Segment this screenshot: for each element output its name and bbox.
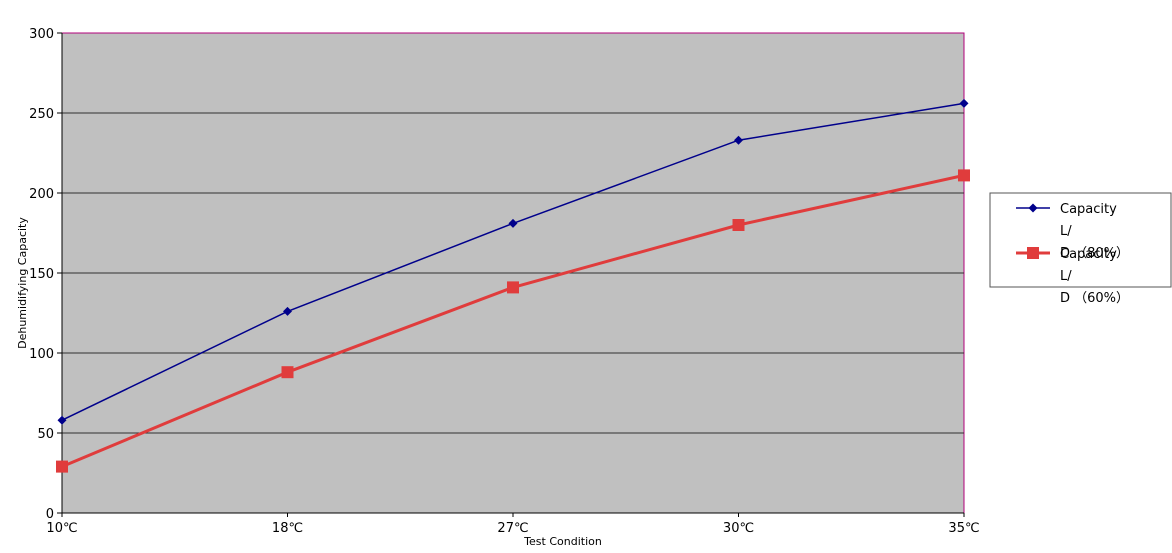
x-tick-label: 35℃ — [948, 521, 979, 536]
y-tick-label: 100 — [29, 347, 54, 362]
legend-label: Capacity — [1060, 202, 1117, 217]
legend-label: D （60%） — [1060, 291, 1129, 306]
data-point — [56, 460, 68, 473]
legend-label: L/ — [1060, 224, 1072, 239]
legend-label: L/ — [1060, 269, 1072, 284]
legend-marker — [1028, 203, 1038, 213]
legend-marker — [1027, 247, 1039, 259]
legend-entry: Capacity L/D （60%） — [1016, 247, 1129, 306]
legend-label: Capacity — [1060, 247, 1117, 262]
y-tick-label: 300 — [29, 27, 54, 42]
y-tick-label: 150 — [29, 267, 54, 282]
y-tick-label: 250 — [29, 107, 54, 122]
x-tick-label: 10℃ — [46, 521, 77, 536]
data-point — [283, 306, 292, 316]
x-tick-label: 18℃ — [272, 521, 303, 536]
y-tick-label: 0 — [46, 507, 54, 522]
x-tick-label: 27℃ — [497, 521, 528, 536]
y-tick-label: 50 — [37, 427, 54, 442]
data-point — [734, 135, 743, 145]
x-axis-title: Test Condition — [523, 535, 602, 548]
data-point — [732, 219, 745, 231]
data-point — [959, 98, 969, 108]
series-1 — [57, 98, 969, 425]
series-2 — [56, 169, 970, 473]
legend-entry: Capacity L/D （80%） — [1016, 202, 1129, 261]
series-layer — [56, 98, 970, 473]
data-point — [57, 415, 67, 425]
data-point — [958, 169, 970, 182]
data-point — [281, 366, 294, 379]
data-point — [508, 218, 518, 228]
axes: 0 50 100 150 200 250 300 10℃ 18℃ 27℃ 30℃ 35℃ — [29, 27, 979, 536]
data-point — [507, 281, 519, 294]
y-tick-label: 200 — [29, 187, 54, 202]
legend-label: D （80%） — [1060, 246, 1129, 261]
y-axis-title: Dehumidifying Capacity — [16, 217, 29, 349]
gridlines — [62, 112, 964, 434]
x-tick-label: 30℃ — [723, 521, 754, 536]
